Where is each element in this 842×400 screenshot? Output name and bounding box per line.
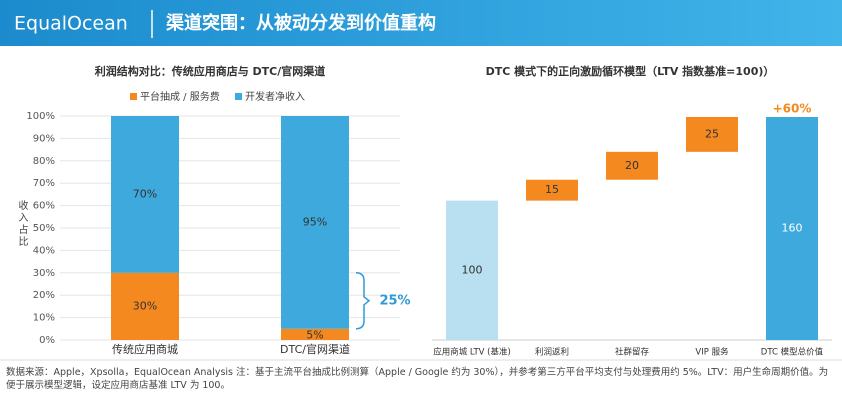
bar-segment — [281, 116, 349, 329]
y-tick-label: 50% — [33, 223, 55, 234]
x-tick-label: DTC/官网渠道 — [280, 342, 350, 356]
y-tick-label: 70% — [33, 178, 55, 189]
annotation: +60% — [773, 102, 812, 116]
bar-segment — [111, 116, 179, 273]
x-tick-label: 传统应用商城 — [112, 342, 178, 356]
bar-segment — [281, 328, 349, 340]
annotation: 25% — [379, 293, 410, 308]
value-label: 25 — [705, 127, 719, 140]
y-tick-label: 100% — [26, 111, 55, 122]
chart-title: DTC 模式下的正向激励循环模型（LTV 指数基准=100)） — [486, 64, 775, 78]
bracket — [355, 272, 371, 330]
value-label: 5% — [306, 328, 323, 341]
y-tick-label: 80% — [33, 156, 55, 167]
y-tick-label: 20% — [33, 290, 55, 301]
y-axis-label: 收入占比 — [16, 199, 28, 248]
y-tick-label: 60% — [33, 201, 55, 212]
logo: EqualOcean — [14, 13, 128, 35]
bar-segment — [111, 272, 179, 340]
x-tick-label: 利润返利 — [535, 347, 569, 358]
x-tick-label: DTC 模型总价值 — [761, 347, 824, 358]
y-tick-label: 0% — [39, 335, 55, 346]
legend-label: 平台抽成 / 服务费 — [140, 90, 220, 103]
header-title: 渠道突围：从被动分发到价值重构 — [166, 12, 436, 34]
value-label: 20 — [625, 159, 639, 172]
value-label: 30% — [133, 299, 157, 312]
value-label: 160 — [782, 222, 803, 235]
footer-note: 数据来源：Apple，Xpsolla，EqualOcean Analysis 注… — [6, 367, 829, 391]
value-label: 70% — [133, 187, 157, 200]
x-tick-label: 社群留存 — [615, 347, 650, 358]
bar — [606, 151, 658, 180]
value-label: 15 — [545, 183, 559, 196]
chart-title: 利润结构对比：传统应用商店与 DTC/官网渠道 — [95, 64, 326, 78]
y-tick-label: 30% — [33, 268, 55, 279]
value-label: 95% — [303, 215, 327, 228]
legend-label: 开发者净收入 — [245, 90, 305, 103]
y-tick-label: 90% — [33, 133, 55, 144]
x-tick-label: VIP 服务 — [695, 347, 729, 358]
y-tick-label: 40% — [33, 245, 55, 256]
header-band — [0, 0, 842, 46]
y-tick-label: 10% — [33, 313, 55, 324]
legend-swatch — [130, 93, 137, 100]
x-tick-label: 应用商城 LTV (基准) — [433, 347, 511, 358]
bar — [686, 117, 738, 152]
value-label: 100 — [462, 263, 483, 276]
bar — [766, 117, 818, 340]
bar — [446, 200, 498, 340]
legend-swatch — [235, 93, 242, 100]
bar — [526, 179, 578, 201]
